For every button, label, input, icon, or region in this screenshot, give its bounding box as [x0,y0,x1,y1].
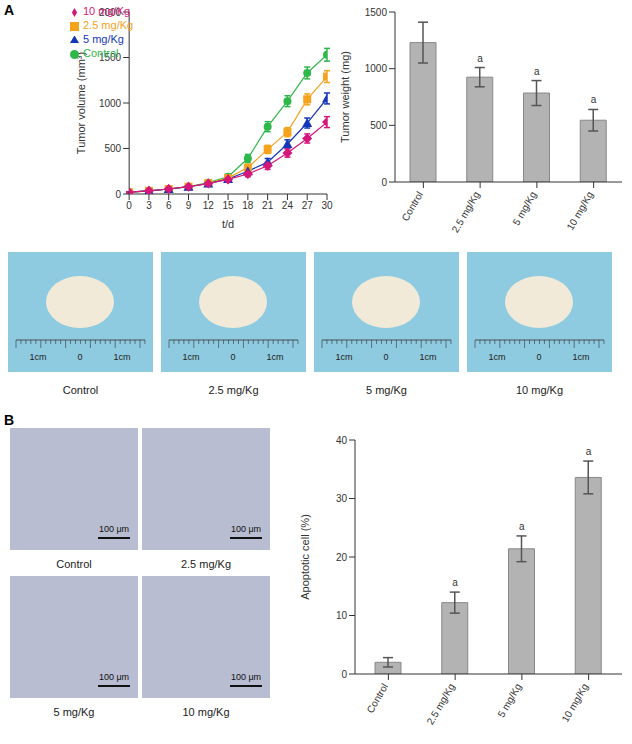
svg-text:0: 0 [536,352,541,362]
svg-text:0: 0 [341,669,347,680]
svg-text:1cm: 1cm [182,352,199,362]
svg-text:100 μm: 100 μm [99,524,129,534]
svg-text:2000: 2000 [99,7,122,18]
svg-text:Tumor volume (mm³): Tumor volume (mm³) [75,52,87,154]
svg-text:1cm: 1cm [335,352,352,362]
svg-text:9: 9 [186,200,192,211]
svg-text:a: a [519,521,525,532]
svg-text:a: a [452,577,458,588]
svg-text:1000: 1000 [365,63,388,74]
svg-text:1500: 1500 [365,7,388,18]
svg-text:30: 30 [321,200,333,211]
svg-text:0: 0 [77,352,82,362]
svg-text:100 μm: 100 μm [99,672,129,682]
svg-text:100 μm: 100 μm [231,672,261,682]
svg-text:1cm: 1cm [266,352,283,362]
svg-text:500: 500 [370,120,387,131]
svg-text:1cm: 1cm [419,352,436,362]
svg-text:5 mg/Kg: 5 mg/Kg [495,682,523,720]
svg-text:1cm: 1cm [572,352,589,362]
svg-text:1cm: 1cm [29,352,46,362]
svg-text:10 mg/Kg: 10 mg/Kg [559,682,590,725]
svg-text:1cm: 1cm [113,352,130,362]
svg-text:10: 10 [336,610,348,621]
svg-text:21: 21 [262,200,274,211]
svg-text:5 mg/Kg: 5 mg/Kg [510,190,538,228]
svg-text:a: a [477,53,483,64]
svg-text:30: 30 [336,493,348,504]
svg-text:a: a [586,446,592,457]
svg-text:Control: Control [399,190,425,223]
svg-text:0: 0 [116,189,122,200]
svg-text:18: 18 [242,200,254,211]
svg-text:1500: 1500 [99,52,122,63]
svg-text:100 μm: 100 μm [231,524,261,534]
svg-text:0: 0 [126,200,132,211]
svg-text:0: 0 [381,177,387,188]
svg-text:0: 0 [383,352,388,362]
svg-text:2.5 mg/Kg: 2.5 mg/Kg [425,682,457,727]
svg-text:27: 27 [302,200,314,211]
svg-text:6: 6 [166,200,172,211]
svg-text:0: 0 [230,352,235,362]
svg-text:Control: Control [364,682,390,715]
svg-text:40: 40 [336,435,348,446]
svg-text:1000: 1000 [99,98,122,109]
svg-text:15: 15 [223,200,235,211]
svg-text:Tumor weight (mg): Tumor weight (mg) [339,51,351,143]
svg-text:12: 12 [203,200,215,211]
svg-text:1cm: 1cm [488,352,505,362]
svg-text:500: 500 [104,143,121,154]
svg-text:3: 3 [146,200,152,211]
svg-text:20: 20 [336,552,348,563]
svg-text:24: 24 [282,200,294,211]
svg-text:2.5 mg/Kg: 2.5 mg/Kg [450,190,482,235]
svg-text:10 mg/Kg: 10 mg/Kg [564,190,595,233]
svg-text:Apoptotic cell (%): Apoptotic cell (%) [299,514,311,600]
svg-text:t/d: t/d [222,218,234,230]
svg-text:a: a [534,66,540,77]
svg-text:a: a [591,94,597,105]
